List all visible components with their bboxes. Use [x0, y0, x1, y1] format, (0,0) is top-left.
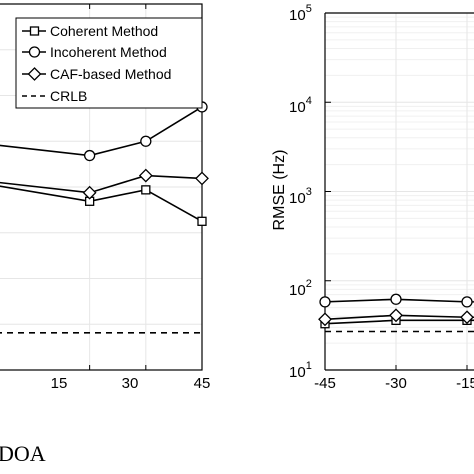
- caption-text: DOA: [0, 441, 46, 466]
- legend-marker-diamond: [27, 67, 42, 81]
- right-ytick-label: 101: [289, 360, 312, 381]
- right-ytick-label: 102: [289, 278, 312, 299]
- series-line-diamond: [0, 174, 203, 194]
- right-xtick-label: -15: [456, 375, 474, 392]
- circle-marker: [461, 296, 473, 308]
- left-axes-frame: [0, 3, 203, 371]
- legend-label-caf: CAF-based Method: [50, 66, 171, 82]
- circle-marker: [319, 296, 331, 308]
- left-plot: [0, 3, 209, 371]
- square-marker: [141, 185, 151, 195]
- circle-marker: [83, 149, 96, 162]
- legend-box: [15, 17, 203, 109]
- diamond-marker: [138, 168, 153, 183]
- circle-marker: [390, 293, 402, 305]
- right-xtick-label: -30: [385, 375, 407, 392]
- series-line-diamond: [324, 314, 474, 321]
- diamond-marker: [318, 312, 332, 327]
- diamond-marker: [389, 308, 403, 323]
- legend-label-coherent: Coherent Method: [50, 23, 158, 39]
- circle-marker: [140, 135, 152, 147]
- diamond-marker: [460, 310, 474, 325]
- diamond-marker: [82, 185, 97, 200]
- legend: Coherent Method Incoherent Method CAF-ba…: [15, 17, 203, 109]
- series-line-circle: [0, 106, 203, 157]
- right-ytick-label: 105: [289, 3, 312, 24]
- legend-label-incoherent: Incoherent Method: [50, 44, 167, 60]
- legend-label-crlb: CRLB: [50, 88, 87, 104]
- square-marker: [197, 216, 207, 226]
- right-ytick-label: 103: [289, 186, 312, 207]
- right-ytick-label: 104: [289, 95, 312, 116]
- right-xtick-label: -45: [314, 375, 336, 392]
- series-line-square: [324, 319, 474, 325]
- diamond-marker: [195, 171, 209, 186]
- series-line-square: [0, 185, 203, 223]
- left-xtick-label: 15: [51, 375, 68, 392]
- series-line-circle: [324, 298, 474, 303]
- left-xtick-label: 30: [122, 375, 139, 392]
- legend-marker-circle: [28, 46, 41, 58]
- legend-marker-square: [29, 26, 40, 36]
- right-plot: [318, 12, 474, 371]
- right-ylabel: RMSE (Hz): [271, 150, 288, 231]
- left-xtick-label: 45: [194, 375, 211, 392]
